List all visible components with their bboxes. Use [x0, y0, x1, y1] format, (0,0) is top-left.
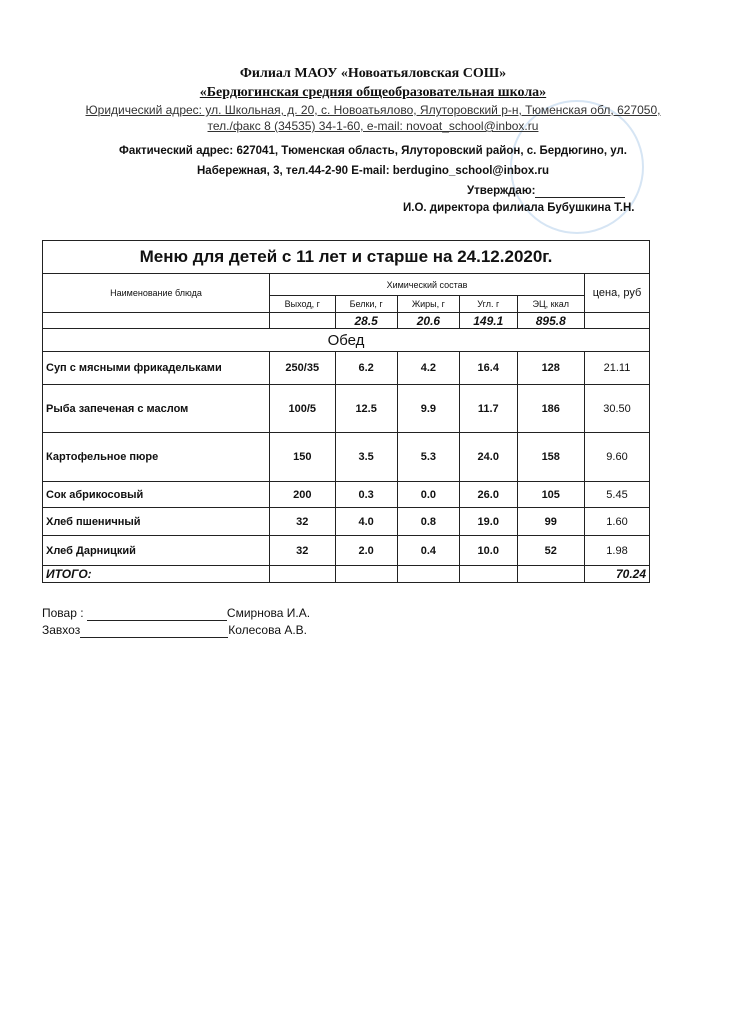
storekeeper-signature: Завхоз Колесова А.В.	[42, 623, 307, 638]
dish-name: Хлеб пшеничный	[42, 507, 270, 536]
section-title: Обед	[42, 328, 650, 352]
dish-price: 1.60	[584, 507, 650, 536]
school-name: «Бердюгинская средняя общеобразовательна…	[199, 85, 547, 100]
dish-out: 32	[269, 535, 336, 566]
col-energy: ЭЦ, ккал	[516, 295, 585, 313]
dish-name: Хлеб Дарницкий	[42, 535, 270, 566]
dish-fat: 9.9	[396, 384, 461, 433]
dish-out: 150	[269, 432, 336, 482]
cook-signature: Повар : Смирнова И.А.	[42, 606, 310, 621]
total-label: ИТОГО:	[42, 565, 270, 583]
dish-energy: 99	[516, 507, 585, 536]
cook-label: Повар :	[42, 606, 84, 620]
col-out: Выход, г	[269, 295, 336, 313]
dish-energy: 128	[516, 351, 585, 385]
signature-line	[535, 185, 626, 198]
stamp	[510, 100, 644, 234]
table-row: Картофельное пюре 150 3.5 5.3 24.0 158 9.60	[42, 432, 650, 482]
table-row: Рыба запеченая с маслом 100/5 12.5 9.9 11.7 1…	[42, 384, 650, 433]
dish-name: Картофельное пюре	[42, 432, 270, 482]
dish-price: 9.60	[584, 432, 650, 482]
storekeeper-label: Завхоз	[42, 623, 81, 637]
dish-price: 21.11	[584, 351, 650, 385]
col-carb: Угл. г	[459, 295, 518, 313]
actual-address: Фактический адрес: 627041, Тюменская обл…	[119, 145, 627, 157]
dish-energy: 186	[516, 384, 585, 433]
dish-fat: 5.3	[396, 432, 461, 482]
org-name: Филиал МАОУ «Новоатьяловская СОШ»	[239, 66, 507, 81]
total-energy: 895.8	[516, 312, 585, 329]
col-name: Наименование блюда	[42, 273, 270, 313]
dish-energy: 52	[516, 535, 585, 566]
dish-fat: 0.8	[396, 507, 461, 536]
director: И.О. директора филиала Бубушкина Т.Н.	[403, 202, 635, 214]
dish-carb: 10.0	[459, 535, 518, 566]
table-row: Сок абрикосовый 200 0.3 0.0 26.0 105 5.45	[42, 481, 650, 508]
dish-price: 5.45	[584, 481, 650, 508]
dish-carb: 26.0	[459, 481, 518, 508]
dish-carb: 24.0	[459, 432, 518, 482]
dish-protein: 0.3	[334, 481, 398, 508]
dish-protein: 6.2	[334, 351, 398, 385]
table-row: Суп с мясными фрикадельками 250/35 6.2 4.2 1…	[42, 351, 650, 385]
storekeeper-name: Колесова А.В.	[228, 623, 308, 637]
dish-name: Сок абрикосовый	[42, 481, 270, 508]
dish-price: 1.98	[584, 535, 650, 566]
dish-out: 250/35	[269, 351, 336, 385]
total-fat: 20.6	[396, 312, 461, 329]
col-price: цена, руб	[584, 273, 650, 313]
total-carb: 149.1	[459, 312, 518, 329]
dish-out: 32	[269, 507, 336, 536]
legal-contacts: тел./факс 8 (34535) 34-1-60, e-mail: nov…	[207, 119, 539, 133]
col-protein: Белки, г	[334, 295, 398, 313]
dish-carb: 19.0	[459, 507, 518, 536]
col-fat: Жиры, г	[396, 295, 461, 313]
menu-table: Меню для детей с 11 лет и старше на 24.1…	[42, 240, 650, 583]
dish-carb: 11.7	[459, 384, 518, 433]
grand-total-row: ИТОГО: 70.24	[42, 565, 650, 583]
dish-protein: 3.5	[334, 432, 398, 482]
dish-out: 100/5	[269, 384, 336, 433]
total-price: 70.24	[584, 565, 650, 583]
dish-fat: 0.0	[396, 481, 461, 508]
dish-out: 200	[269, 481, 336, 508]
approval: Утверждаю:	[467, 185, 626, 198]
dish-fat: 4.2	[396, 351, 461, 385]
col-group: Химический состав	[269, 273, 585, 296]
total-protein: 28.5	[334, 312, 398, 329]
menu-title: Меню для детей с 11 лет и старше на 24.1…	[42, 240, 650, 274]
legal-address: Юридический адрес: ул. Школьная, д. 20, …	[85, 103, 661, 117]
dish-protein: 4.0	[334, 507, 398, 536]
dish-energy: 158	[516, 432, 585, 482]
dish-energy: 105	[516, 481, 585, 508]
dish-protein: 12.5	[334, 384, 398, 433]
table-row: Хлеб Дарницкий 32 2.0 0.4 10.0 52 1.98	[42, 535, 650, 566]
actual-contacts: Набережная, 3, тел.44-2-90 E-mail: berdu…	[197, 165, 549, 177]
dish-carb: 16.4	[459, 351, 518, 385]
dish-name: Суп с мясными фрикадельками	[42, 351, 270, 385]
cook-name: Смирнова И.А.	[226, 606, 311, 620]
dish-name: Рыба запеченая с маслом	[42, 384, 270, 433]
approve-label: Утверждаю:	[467, 185, 536, 197]
table-row: Хлеб пшеничный 32 4.0 0.8 19.0 99 1.60	[42, 507, 650, 536]
dish-protein: 2.0	[334, 535, 398, 566]
dish-fat: 0.4	[396, 535, 461, 566]
dish-price: 30.50	[584, 384, 650, 433]
totals-row: 28.5 20.6 149.1 895.8	[42, 312, 650, 329]
